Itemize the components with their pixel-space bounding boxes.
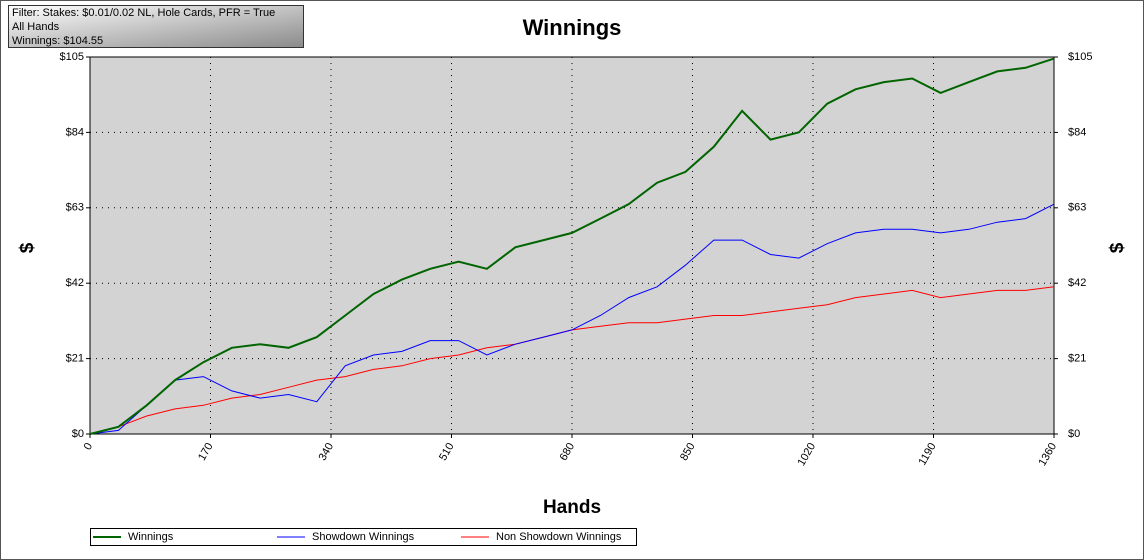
info-line: Filter: Stakes: $0.01/0.02 NL, Hole Card… — [12, 7, 275, 19]
y-tick-label: $105 — [60, 51, 84, 63]
info-line: All Hands — [12, 21, 60, 33]
info-box — [8, 5, 304, 48]
plot-area — [89, 56, 1055, 435]
legend-label: Non Showdown Winnings — [496, 531, 622, 543]
y-axis-title-right: $ — [1107, 242, 1128, 253]
y-tick-label: $42 — [66, 277, 84, 289]
y-tick-label-right: $84 — [1068, 126, 1086, 138]
y-tick-label: $0 — [72, 428, 84, 440]
y-axis-title: $ — [17, 242, 38, 253]
x-tick-label: 0 — [82, 441, 95, 452]
y-tick-label: $84 — [66, 126, 84, 138]
series-line — [89, 57, 1055, 435]
plot-layer — [89, 56, 1055, 435]
y-tick-label: $21 — [66, 353, 84, 365]
series-line — [89, 203, 1055, 435]
y-tick-label-right: $21 — [1068, 353, 1086, 365]
legend-box — [90, 528, 637, 546]
y-tick-label: $63 — [66, 202, 84, 214]
y-tick-label-right: $0 — [1068, 428, 1080, 440]
chart-title: Winnings — [523, 15, 622, 40]
legend-label: Winnings — [128, 531, 174, 543]
x-axis-title: Hands — [543, 497, 601, 518]
legend-label: Showdown Winnings — [312, 531, 415, 543]
y-tick-label-right: $63 — [1068, 202, 1086, 214]
y-tick-label-right: $42 — [1068, 277, 1086, 289]
info-line: Winnings: $104.55 — [12, 35, 103, 47]
y-tick-label-right: $105 — [1068, 51, 1092, 63]
